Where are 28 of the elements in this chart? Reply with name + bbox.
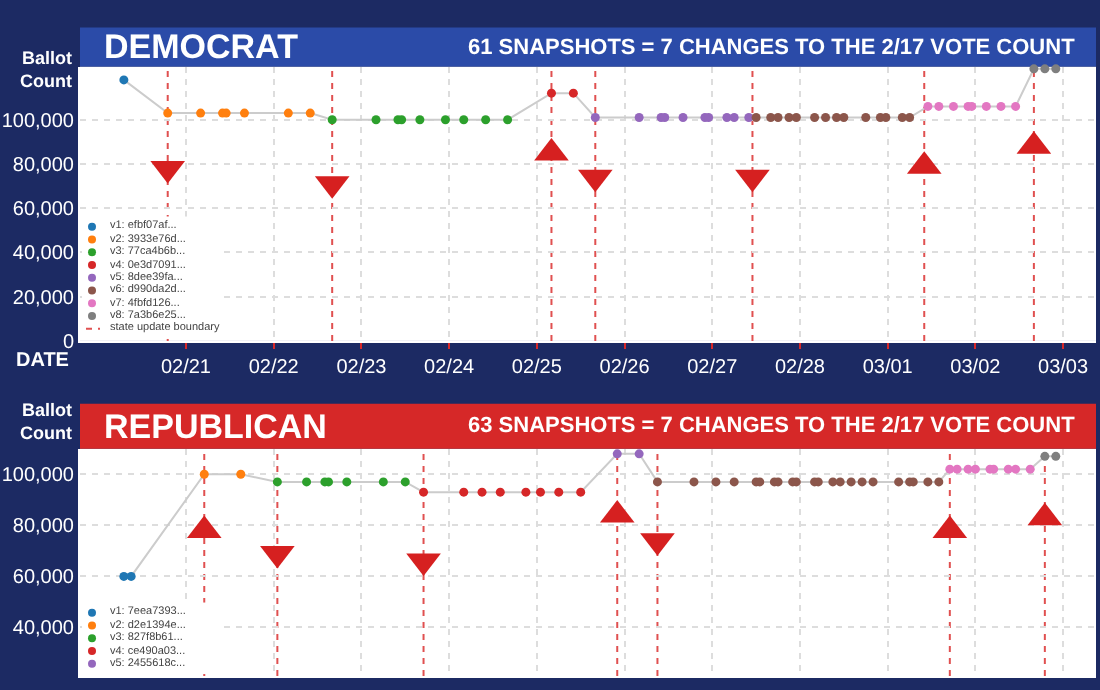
y-tick-label: 60,000 — [12, 567, 75, 590]
x-tick-label: 03/02 — [950, 356, 1002, 379]
chart-subtitle: 63 SNAPSHOTS = 7 CHANGES TO THE 2/17 VOTE COUNT — [468, 414, 1076, 438]
x-tick-label: 02/25 — [511, 356, 563, 379]
x-tick-label: 03/01 — [862, 356, 914, 379]
y-tick-label: 100,000 — [1, 110, 75, 133]
y-tick-label: 40,000 — [12, 243, 75, 266]
y-tick-label: 0 — [62, 331, 75, 354]
x-tick-label: 02/21 — [160, 356, 212, 379]
x-tick-label: 02/28 — [774, 356, 826, 379]
chart-title: DEMOCRAT — [104, 28, 300, 66]
y-tick-label: 80,000 — [12, 516, 75, 539]
x-tick-label: 02/24 — [424, 356, 476, 379]
x-tick-label: 02/22 — [248, 356, 300, 379]
y-tick-label: 40,000 — [12, 618, 75, 641]
chart-title: REPUBLICAN — [104, 408, 327, 446]
x-axis-title: DATE — [16, 350, 70, 372]
x-tick-label: 02/26 — [599, 356, 651, 379]
y-axis-title: Ballot Count — [20, 48, 72, 92]
y-axis-title: Ballot Count — [20, 400, 72, 444]
x-tick-label: 03/03 — [1038, 356, 1089, 379]
y-tick-label: 60,000 — [12, 199, 75, 222]
y-tick-label: 100,000 — [1, 465, 75, 488]
x-tick-label: 02/23 — [336, 356, 388, 379]
chart-subtitle: 61 SNAPSHOTS = 7 CHANGES TO THE 2/17 VOTE COUNT — [468, 36, 1076, 60]
x-tick-label: 02/27 — [687, 356, 739, 379]
y-tick-label: 20,000 — [12, 287, 75, 310]
y-tick-label: 80,000 — [12, 154, 75, 177]
